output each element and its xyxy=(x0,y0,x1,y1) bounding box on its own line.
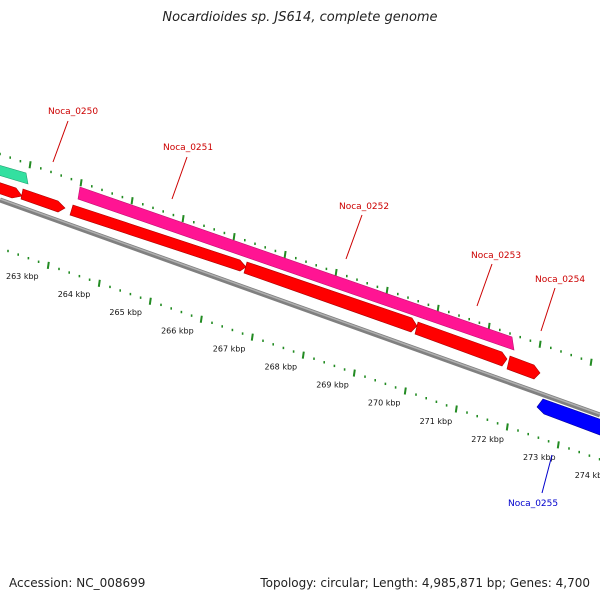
kbp-tick-label: 265 kbp xyxy=(109,308,142,317)
leader-line-noca-0255 xyxy=(541,454,553,494)
gene-feature-red-0[interactable] xyxy=(0,181,23,199)
leader-line-noca-0252 xyxy=(345,214,363,260)
outer-ring-major-tick xyxy=(232,232,236,241)
leader-line-noca-0251 xyxy=(171,156,188,200)
gene-feature-red-3[interactable] xyxy=(243,261,418,333)
inner-ring-major-tick xyxy=(199,315,203,323)
kbp-tick-label: 264 kbp xyxy=(58,290,91,299)
inner-ring-major-tick xyxy=(352,369,356,377)
kbp-tick-label: 274 kbp xyxy=(575,471,600,480)
outer-ring-major-tick xyxy=(130,197,134,205)
outer-ring-major-tick xyxy=(385,286,389,295)
kbp-tick-label: 271 kbp xyxy=(420,417,453,426)
inner-ring-major-tick xyxy=(148,297,152,305)
leader-line-noca-0250 xyxy=(52,120,69,163)
gene-label-noca-0254[interactable]: Noca_0254 xyxy=(535,275,585,285)
genome-backbone xyxy=(0,197,600,418)
outer-ring-major-tick xyxy=(28,161,32,169)
outer-ring-major-tick xyxy=(538,340,542,348)
inner-ring-major-tick xyxy=(556,441,560,449)
outer-tick-ring xyxy=(0,152,593,366)
inner-ring-major-tick xyxy=(46,261,50,270)
gene-label-noca-0250[interactable]: Noca_0250 xyxy=(48,107,98,117)
inner-ring-major-tick xyxy=(505,423,509,431)
gene-label-noca-0253[interactable]: Noca_0253 xyxy=(471,251,521,261)
outer-ring-major-tick xyxy=(283,250,287,259)
gene-feature-red-2[interactable] xyxy=(69,204,247,272)
leader-line-noca-0253 xyxy=(476,263,493,307)
inner-ring-major-tick xyxy=(97,279,101,287)
inner-tick-ring xyxy=(7,249,600,461)
outer-ring-major-tick xyxy=(334,268,338,277)
kbp-tick-label: 270 kbp xyxy=(368,399,401,408)
gene-feature-blue[interactable] xyxy=(536,398,600,437)
topology-text: Topology: circular; Length: 4,985,871 bp… xyxy=(260,576,590,590)
accession-text: Accession: NC_008699 xyxy=(9,576,146,590)
inner-ring-major-tick xyxy=(403,387,407,395)
kbp-tick-label: 272 kbp xyxy=(471,435,504,444)
gene-label-noca-0251[interactable]: Noca_0251 xyxy=(163,143,213,153)
outer-ring-major-tick xyxy=(79,179,83,187)
kbp-tick-label: 263 kbp xyxy=(6,272,39,281)
gene-label-noca-0252[interactable]: Noca_0252 xyxy=(339,202,389,212)
map-title: Nocardioides sp. JS614, complete genome xyxy=(162,10,438,25)
inner-ring-major-tick xyxy=(250,333,254,341)
gene-feature-magenta[interactable] xyxy=(77,186,515,351)
outer-ring-major-tick xyxy=(589,358,593,366)
outer-ring-major-tick xyxy=(181,214,185,223)
kbp-scale: 263 kbp 264 kbp 265 kbp 266 kbp 267 kbp 268 k… xyxy=(6,272,600,480)
gene-feature-red-4[interactable] xyxy=(414,321,508,367)
kbp-tick-label: 266 kbp xyxy=(161,326,194,335)
leader-line-noca-0254 xyxy=(540,287,556,332)
kbp-tick-label: 273 kbp xyxy=(523,453,556,462)
gene-label-noca-0255[interactable]: Noca_0255 xyxy=(508,499,558,509)
inner-ring-major-tick xyxy=(301,351,305,359)
gene-feature-green[interactable] xyxy=(0,164,29,185)
gene-feature-red-5[interactable] xyxy=(506,355,541,380)
kbp-tick-label: 268 kbp xyxy=(265,363,298,372)
inner-ring-major-tick xyxy=(454,405,458,413)
gene-feature-red-1[interactable] xyxy=(20,188,66,213)
kbp-tick-label: 267 kbp xyxy=(213,344,246,353)
outer-ring-major-tick xyxy=(436,304,440,313)
kbp-tick-label: 269 kbp xyxy=(316,381,349,390)
